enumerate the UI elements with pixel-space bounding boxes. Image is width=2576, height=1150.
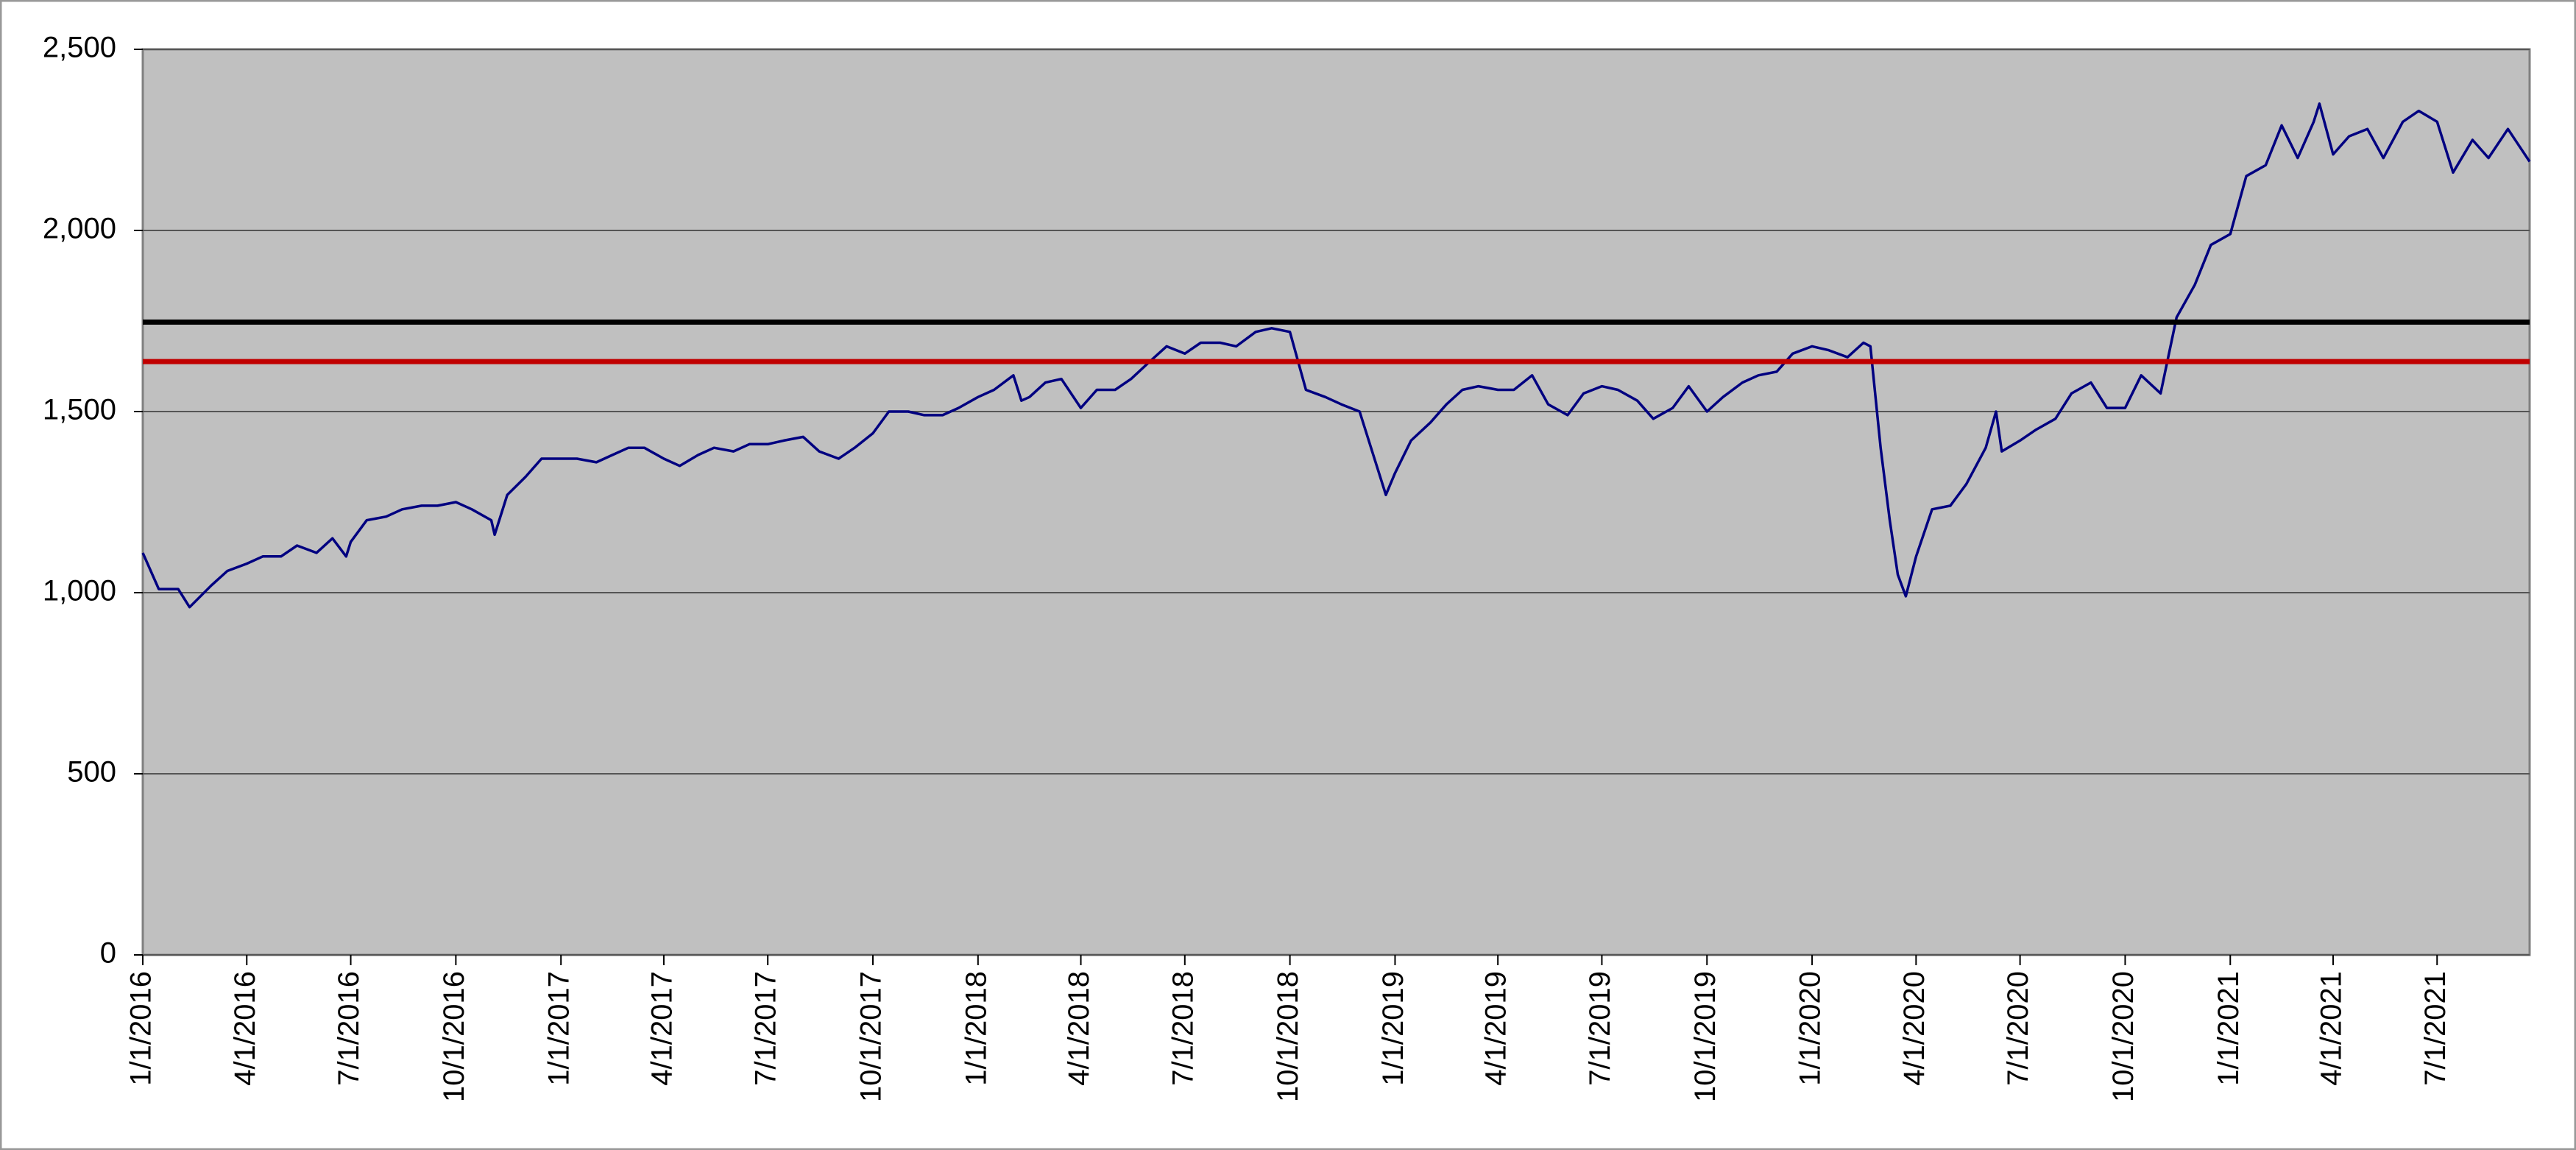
x-tick-label: 4/1/2021 — [2315, 971, 2348, 1086]
x-tick-label: 4/1/2017 — [645, 971, 678, 1086]
x-tick-label: 1/1/2019 — [1377, 971, 1409, 1086]
x-tick-label: 7/1/2019 — [1584, 971, 1616, 1086]
x-tick-label: 4/1/2020 — [1898, 971, 1931, 1086]
x-tick-label: 1/1/2020 — [1794, 971, 1827, 1086]
x-tick-label: 7/1/2017 — [750, 971, 782, 1086]
x-tick-label: 7/1/2016 — [333, 971, 365, 1086]
plot-area — [141, 48, 2531, 956]
x-tick-label: 4/1/2018 — [1063, 971, 1095, 1086]
x-tick-label: 1/1/2021 — [2212, 971, 2245, 1086]
x-tick-label: 10/1/2017 — [855, 971, 888, 1102]
x-tick-label: 7/1/2021 — [2419, 971, 2452, 1086]
x-tick-label: 1/1/2016 — [125, 971, 158, 1086]
data-line — [141, 102, 2531, 609]
y-tick-label: 0 — [100, 937, 116, 970]
y-tick-label: 1,500 — [43, 394, 116, 426]
x-tick-label: 10/1/2018 — [1272, 971, 1304, 1102]
x-tick-label: 10/1/2016 — [438, 971, 470, 1102]
x-tick-label: 4/1/2016 — [229, 971, 261, 1086]
y-tick-label: 2,000 — [43, 213, 116, 245]
x-tick-label: 1/1/2017 — [543, 971, 576, 1086]
y-tick-label: 1,000 — [43, 575, 116, 607]
y-tick-label: 2,500 — [43, 32, 116, 64]
x-tick-label: 10/1/2019 — [1689, 971, 1722, 1102]
x-tick-label: 7/1/2020 — [2002, 971, 2034, 1086]
x-tick-label: 10/1/2020 — [2107, 971, 2140, 1102]
x-tick-label: 4/1/2019 — [1480, 971, 1512, 1086]
x-tick-label: 1/1/2018 — [960, 971, 992, 1086]
y-tick-label: 500 — [67, 756, 116, 789]
x-tick-label: 7/1/2018 — [1167, 971, 1199, 1086]
